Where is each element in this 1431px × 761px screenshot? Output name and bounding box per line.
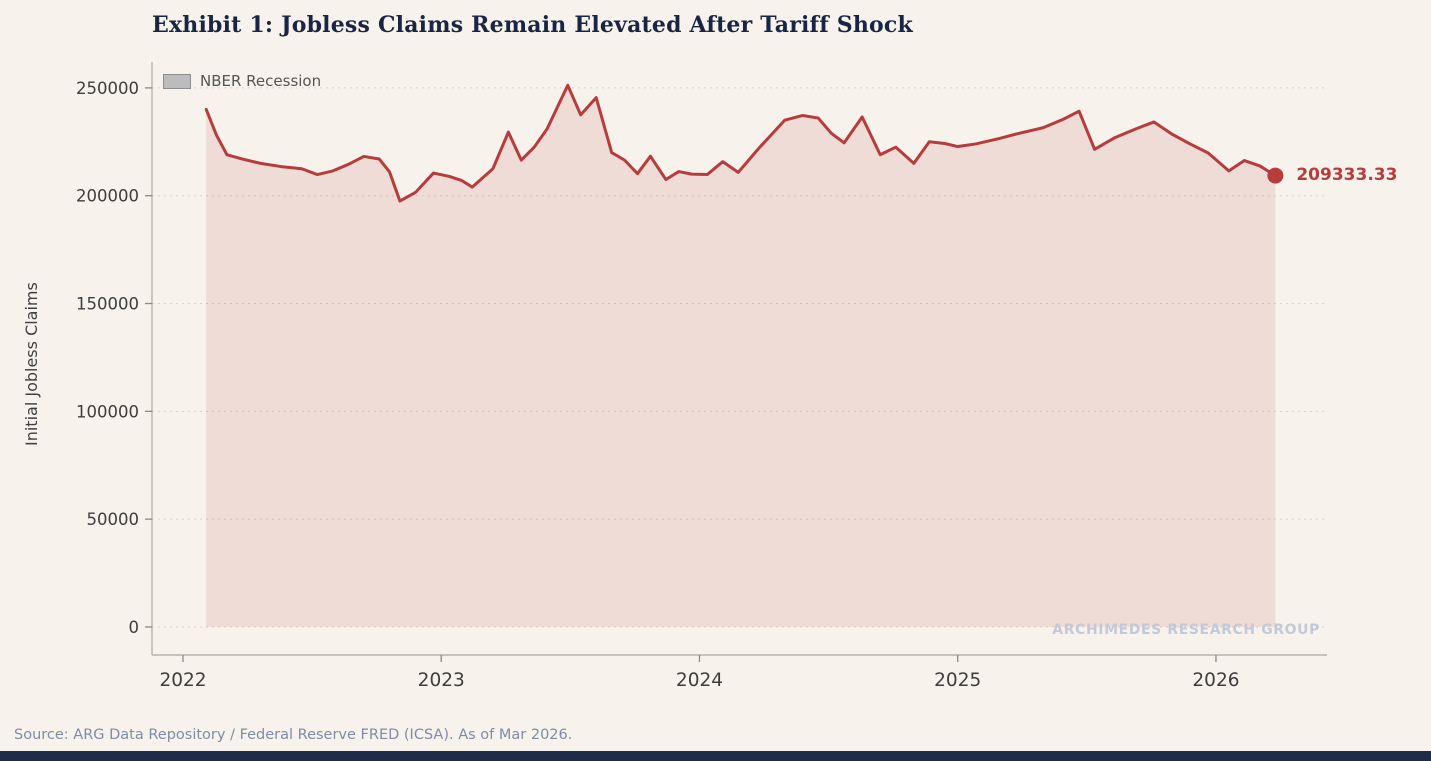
svg-text:50000: 50000 xyxy=(87,510,140,529)
svg-text:2025: 2025 xyxy=(934,670,981,691)
svg-text:2023: 2023 xyxy=(418,670,465,691)
svg-text:2026: 2026 xyxy=(1192,670,1239,691)
end-value-label: 209333.33 xyxy=(1296,164,1398,185)
svg-text:2024: 2024 xyxy=(676,670,723,691)
chart-legend: NBER Recession xyxy=(163,72,321,90)
bottom-accent-bar xyxy=(0,751,1431,761)
svg-text:2022: 2022 xyxy=(159,670,206,691)
watermark: ARCHIMEDES RESEARCH GROUP xyxy=(1052,622,1320,638)
nber-recession-legend-label: NBER Recession xyxy=(200,72,322,90)
svg-text:200000: 200000 xyxy=(76,187,139,206)
source-note: Source: ARG Data Repository / Federal Re… xyxy=(14,727,573,743)
svg-text:100000: 100000 xyxy=(76,402,139,421)
y-axis-label: Initial Jobless Claims xyxy=(22,282,41,446)
svg-text:0: 0 xyxy=(129,618,140,637)
nber-recession-swatch-icon xyxy=(163,73,191,89)
svg-text:150000: 150000 xyxy=(76,295,139,314)
svg-text:250000: 250000 xyxy=(76,79,139,98)
page-title: Exhibit 1: Jobless Claims Remain Elevate… xyxy=(152,12,913,38)
